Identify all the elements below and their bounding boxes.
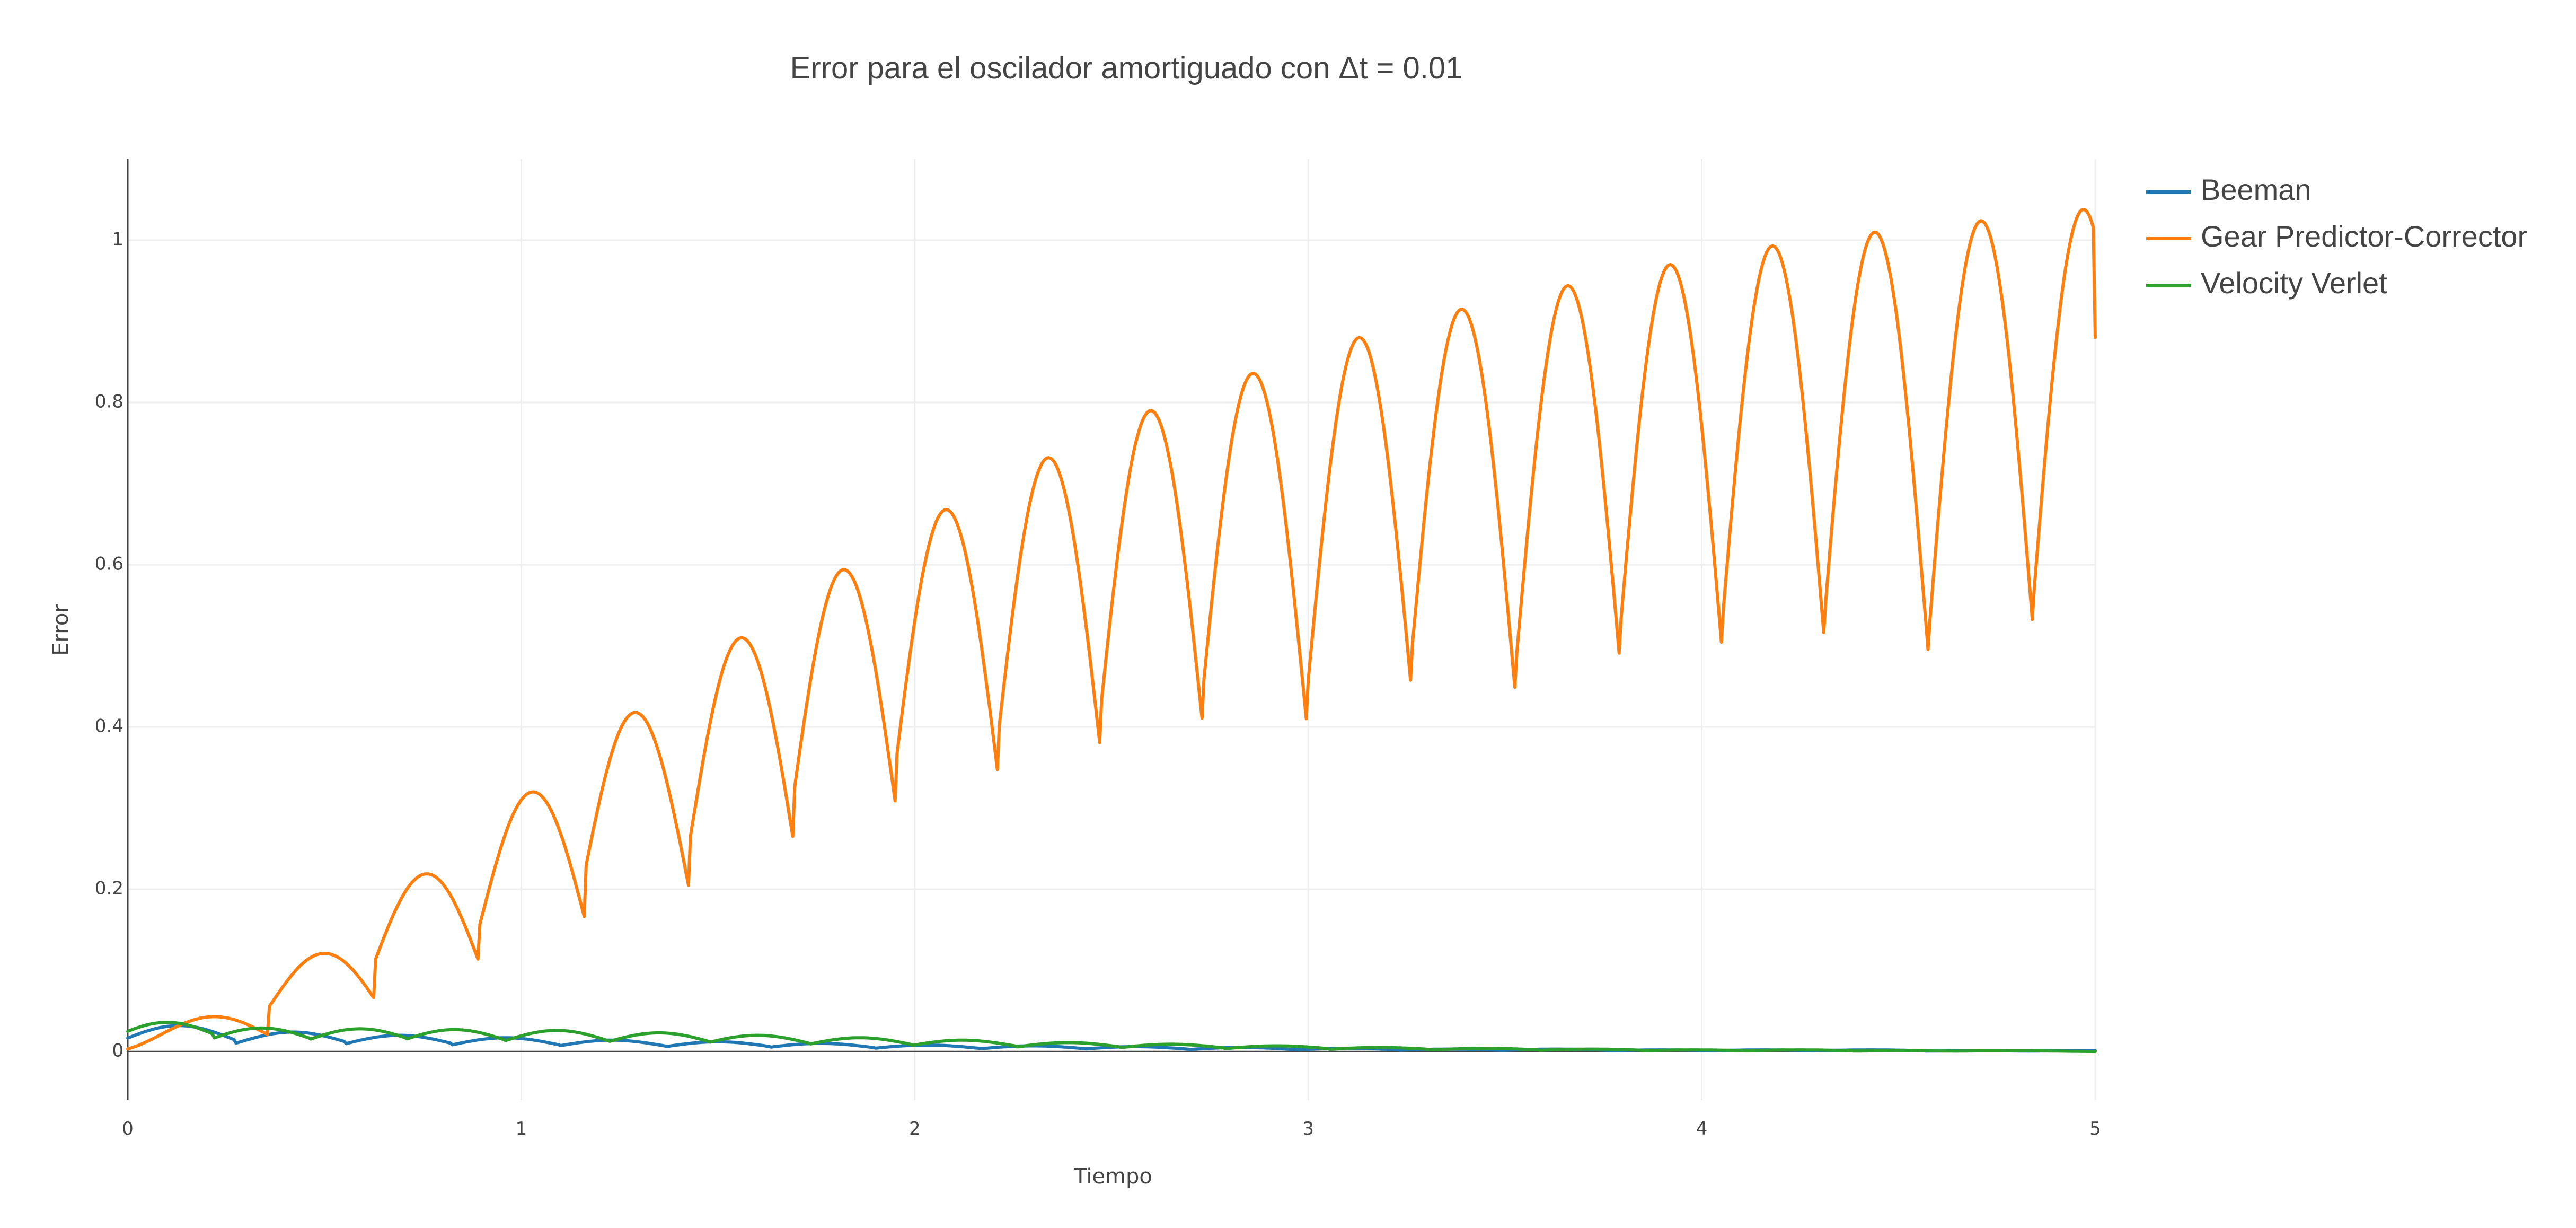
series-line-gear-predictor-corrector — [126, 207, 2097, 1051]
y-tick-label: 0.2 — [95, 878, 123, 899]
x-tick-label: 0 — [122, 1118, 134, 1139]
y-tick-label: 0.6 — [95, 554, 123, 575]
legend-item[interactable]: Velocity Verlet — [2146, 266, 2387, 300]
y-axis-label: Error — [49, 604, 73, 656]
x-axis-label: Tiempo — [1073, 1164, 1152, 1189]
legend-label: Beeman — [2201, 173, 2312, 206]
y-tick-label: 0.4 — [95, 716, 123, 737]
x-tick-label: 2 — [909, 1118, 921, 1139]
x-tick-label: 5 — [2089, 1118, 2101, 1139]
legend-item[interactable]: Beeman — [2146, 173, 2312, 206]
legend-label: Gear Predictor-Corrector — [2201, 220, 2527, 253]
y-tick-label: 0 — [112, 1040, 123, 1062]
legend[interactable]: Beeman Gear Predictor-Corrector Velocity V… — [2146, 173, 2527, 300]
chart-title: Error para el oscilador amortiguado con … — [790, 51, 1463, 85]
legend-item[interactable]: Gear Predictor-Corrector — [2146, 220, 2527, 253]
series-line-velocity-verlet — [126, 1021, 2097, 1054]
grid — [128, 159, 2096, 1100]
y-tick-label: 1 — [112, 229, 123, 250]
axes: 0 1 2 3 4 5 0 0.2 0.4 0.6 0.8 1 — [95, 159, 2101, 1139]
y-tick-label: 0.8 — [95, 391, 123, 413]
legend-label: Velocity Verlet — [2201, 266, 2387, 300]
x-tick-label: 1 — [516, 1118, 527, 1139]
x-tick-label: 4 — [1696, 1118, 1708, 1139]
series-layer — [126, 207, 2097, 1054]
x-tick-label: 3 — [1302, 1118, 1314, 1139]
